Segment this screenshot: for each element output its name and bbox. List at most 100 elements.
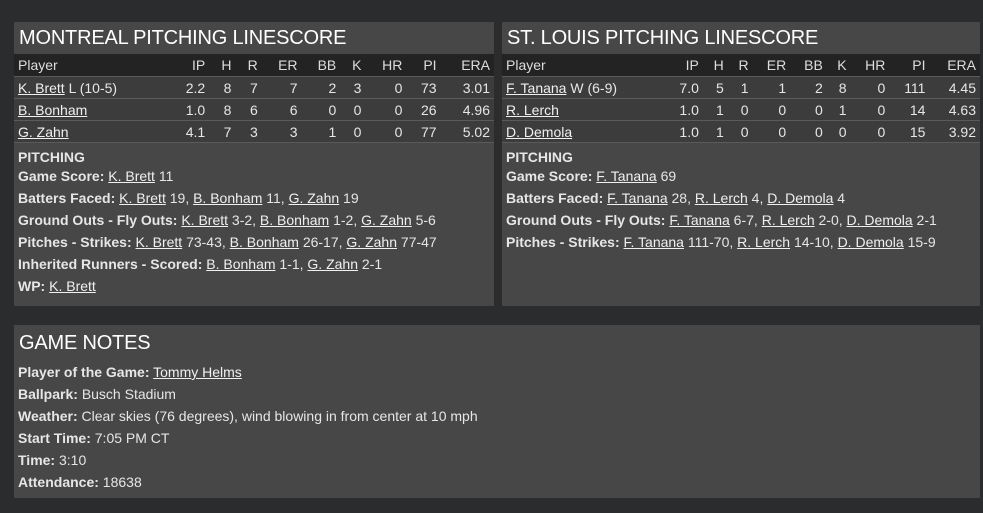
detail-line: Inherited Runners - Scored: B. Bonham 1-…	[18, 256, 383, 272]
detail-line: Batters Faced: F. Tanana 28, R. Lerch 4,…	[506, 190, 846, 206]
detail-label: Batters Faced:	[506, 190, 604, 206]
player-link[interactable]: K. Brett	[49, 278, 96, 294]
column-header[interactable]: IP	[665, 54, 703, 77]
detail-label: Pitches - Strikes:	[506, 234, 620, 250]
stat-cell: 8	[209, 76, 236, 99]
player-link[interactable]: F. Tanana	[623, 234, 684, 250]
player-link[interactable]: B. Bonham	[259, 212, 330, 228]
stat-cell: 0	[752, 98, 791, 121]
player-link[interactable]: R. Lerch	[506, 101, 559, 118]
player-link[interactable]: B. Bonham	[229, 234, 299, 250]
column-header[interactable]: R	[235, 54, 262, 77]
player-link[interactable]: D. Demola	[506, 123, 573, 140]
player-link[interactable]: G. Zahn	[18, 123, 69, 140]
column-header[interactable]: K	[340, 54, 366, 77]
detail-label: Pitches - Strikes:	[18, 234, 132, 250]
player-link[interactable]: R. Lerch	[761, 212, 815, 228]
pitching-table: Player IP H R ER BB K HR PI ERA F. Tanana W (6-9) 7…	[502, 54, 980, 143]
section-heading: PITCHING	[506, 149, 573, 165]
stat-cell: 6	[235, 98, 262, 121]
stat-cell: 8	[209, 98, 236, 121]
column-header[interactable]: ERA	[440, 54, 494, 77]
column-header[interactable]: ERA	[929, 54, 980, 77]
column-header[interactable]: H	[702, 54, 728, 77]
detail-line: Batters Faced: K. Brett 19, B. Bonham 11…	[18, 190, 359, 206]
column-header[interactable]: ER	[752, 54, 791, 77]
player-cell: K. Brett L (10-5)	[14, 76, 170, 99]
column-header[interactable]: R	[727, 54, 753, 77]
stat-cell: 8	[826, 76, 851, 99]
detail-value: 3:10	[58, 452, 87, 468]
player-link[interactable]: K. Brett	[108, 168, 155, 184]
game-notes-panel: GAME NOTES Player of the Game: Tommy Hel…	[14, 325, 980, 498]
detail-value: Clear skies (76 degrees), wind blowing i…	[81, 408, 478, 424]
player-link[interactable]: D. Demola	[837, 234, 904, 250]
header-row: Player IP H R ER BB K HR PI ERA	[502, 54, 980, 77]
player-link[interactable]: D. Demola	[846, 212, 913, 228]
player-link[interactable]: F. Tanana	[607, 190, 668, 206]
column-header[interactable]: Player	[502, 54, 666, 77]
column-header[interactable]: ER	[261, 54, 302, 77]
player-link[interactable]: K. Brett	[181, 212, 229, 228]
player-link[interactable]: K. Brett	[135, 234, 183, 250]
player-link[interactable]: K. Brett	[119, 190, 166, 206]
player-link[interactable]: F. Tanana	[596, 168, 657, 184]
detail-value: 28	[667, 190, 688, 206]
column-header[interactable]: H	[209, 54, 236, 77]
stat-cell: 0	[340, 98, 366, 121]
player-link[interactable]: B. Bonham	[206, 256, 276, 272]
detail-value: 4	[747, 190, 760, 206]
player-link[interactable]: R. Lerch	[737, 234, 791, 250]
stat-cell: 0	[365, 76, 407, 99]
player-cell: D. Demola	[502, 120, 666, 143]
detail-line: Player of the Game: Tommy Helms	[14, 361, 980, 383]
player-link[interactable]: G. Zahn	[288, 190, 340, 206]
column-header[interactable]: BB	[790, 54, 827, 77]
stat-cell: 1	[826, 98, 851, 121]
stat-cell: 0	[850, 76, 890, 99]
detail-value: 19	[339, 190, 359, 206]
detail-line: Attendance: 18638	[14, 471, 980, 493]
column-header[interactable]: BB	[301, 54, 341, 77]
detail-value: 7:05 PM CT	[94, 430, 170, 446]
stat-cell: 7.0	[665, 76, 703, 99]
player-link[interactable]: F. Tanana	[669, 212, 730, 228]
column-header[interactable]: HR	[365, 54, 407, 77]
player-link[interactable]: G. Zahn	[346, 234, 398, 250]
detail-value: 1-1	[275, 256, 300, 272]
player-cell: F. Tanana W (6-9)	[502, 76, 666, 99]
column-header[interactable]: IP	[169, 54, 210, 77]
stat-cell: 111	[889, 76, 930, 99]
detail-label: Time:	[18, 452, 56, 468]
column-header[interactable]: Player	[14, 54, 170, 77]
detail-value: 2-0	[814, 212, 839, 228]
player-link[interactable]: B. Bonham	[18, 101, 88, 118]
detail-line: WP: K. Brett	[14, 275, 494, 297]
detail-label: Game Score:	[506, 168, 593, 184]
stat-cell: 2.2	[169, 76, 210, 99]
detail-label: Batters Faced:	[18, 190, 116, 206]
player-link[interactable]: D. Demola	[767, 190, 834, 206]
stat-cell: 7	[235, 76, 262, 99]
column-header[interactable]: PI	[406, 54, 441, 77]
stat-cell: 0	[727, 120, 753, 143]
player-link[interactable]: B. Bonham	[193, 190, 263, 206]
detail-line: Start Time: 7:05 PM CT	[14, 427, 980, 449]
detail-value: 5-6	[411, 212, 436, 228]
column-header[interactable]: HR	[850, 54, 890, 77]
detail-value: 73-43	[182, 234, 222, 250]
detail-label: Inherited Runners - Scored:	[18, 256, 203, 272]
column-header[interactable]: K	[826, 54, 851, 77]
player-link[interactable]: G. Zahn	[307, 256, 359, 272]
player-link[interactable]: Tommy Helms	[153, 364, 242, 380]
stat-cell: 14	[889, 98, 930, 121]
stat-cell: 0	[365, 98, 407, 121]
player-link[interactable]: R. Lerch	[694, 190, 748, 206]
player-link[interactable]: F. Tanana	[506, 79, 567, 96]
column-header[interactable]: PI	[889, 54, 930, 77]
detail-label: WP:	[18, 278, 46, 294]
table-row: F. Tanana W (6-9) 7.0 5 1 1 2 8 0 111 4.45	[502, 76, 980, 99]
player-link[interactable]: K. Brett	[18, 79, 65, 96]
game-notes-details: Player of the Game: Tommy Helms Ballpark:…	[14, 361, 980, 493]
player-link[interactable]: G. Zahn	[361, 212, 412, 228]
